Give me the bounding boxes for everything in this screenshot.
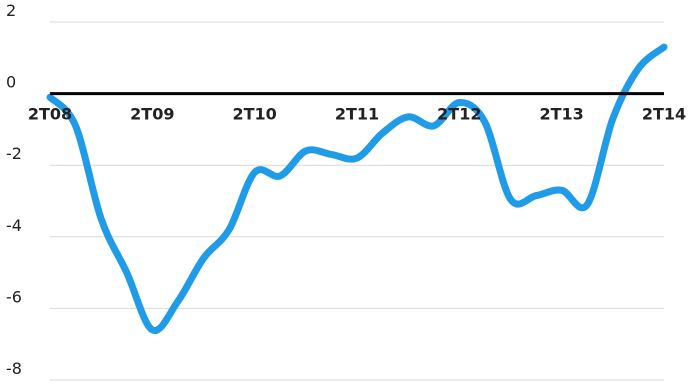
x-tick-label: 2T13 bbox=[540, 105, 584, 124]
series-layer bbox=[46, 43, 668, 334]
x-tick-label: 2T10 bbox=[233, 105, 277, 124]
y-tick-label: -8 bbox=[6, 359, 22, 378]
y-tick-label: 0 bbox=[6, 73, 16, 92]
series-line bbox=[46, 43, 668, 334]
x-tick-label: 2T11 bbox=[335, 105, 379, 124]
x-axis-ticks: 2T08 2T09 2T10 2T11 2T12 2T13 2T14 bbox=[28, 105, 686, 124]
grid-layer bbox=[50, 21, 664, 381]
y-tick-label: -4 bbox=[6, 216, 22, 235]
y-tick-label: 2 bbox=[6, 1, 16, 20]
y-axis-ticks: 2 0 -2 -4 -6 -8 bbox=[6, 1, 22, 378]
x-tick-label: 2T09 bbox=[130, 105, 174, 124]
x-tick-label: 2T14 bbox=[642, 105, 686, 124]
y-tick-label: -2 bbox=[6, 144, 22, 163]
x-tick-label: 2T08 bbox=[28, 105, 72, 124]
y-tick-label: -6 bbox=[6, 287, 22, 306]
x-tick-label: 2T12 bbox=[437, 105, 481, 124]
